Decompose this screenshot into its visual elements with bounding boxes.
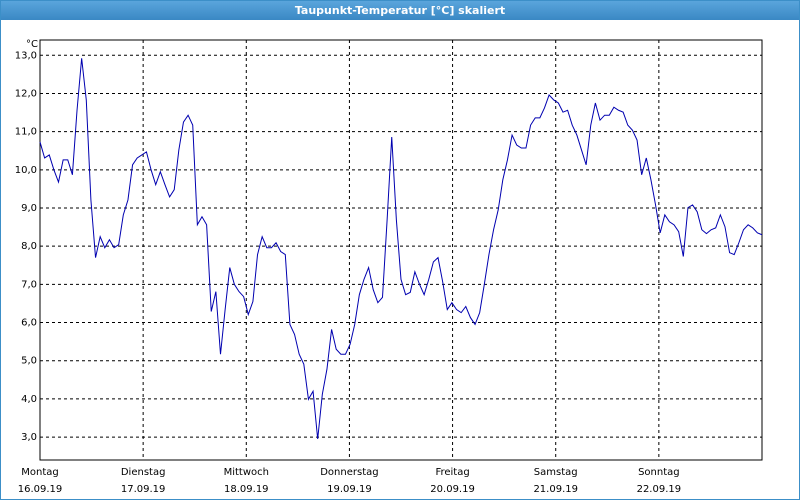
x-tick-label: Montag [21,467,58,478]
data-line [39,58,763,440]
y-unit: °C [26,39,38,50]
y-tick-label: 6,0 [21,318,37,329]
y-tick-label: 8,0 [21,241,37,252]
y-tick-label: 5,0 [21,356,37,367]
y-tick-label: 13,0 [15,50,37,61]
x-tick-label: Donnerstag [320,467,378,478]
x-tick-label: Mittwoch [224,467,269,478]
x-date-label: 22.09.19 [637,484,682,495]
chart: °C 3,0 4,0 5,0 6,0 7,0 8,0 9,0 10,0 11,0 12,0 13,0… [15,39,763,495]
x-date-label: 21.09.19 [533,484,578,495]
y-tick-label: 10,0 [15,165,37,176]
title-bar: Taupunkt-Temperatur [°C] skaliert [1,1,799,20]
x-tick-label: Sonntag [638,467,680,478]
y-tick-label: 4,0 [21,394,37,405]
y-tick-label: 3,0 [21,432,37,443]
x-tick-label: Dienstag [121,467,166,478]
y-tick-label: 7,0 [21,279,37,290]
x-date-label: 17.09.19 [121,484,166,495]
y-tick-label: 12,0 [15,88,37,99]
y-tick-label: 11,0 [15,127,37,138]
x-tick-label: Freitag [435,467,469,478]
plot-frame [39,39,763,461]
x-date-label: 18.09.19 [224,484,269,495]
x-date-label: 20.09.19 [430,484,475,495]
x-date-label: 19.09.19 [327,484,372,495]
x-tick-label: Samstag [534,467,578,478]
x-date-label: 16.09.19 [18,484,63,495]
y-tick-label: 9,0 [21,203,37,214]
